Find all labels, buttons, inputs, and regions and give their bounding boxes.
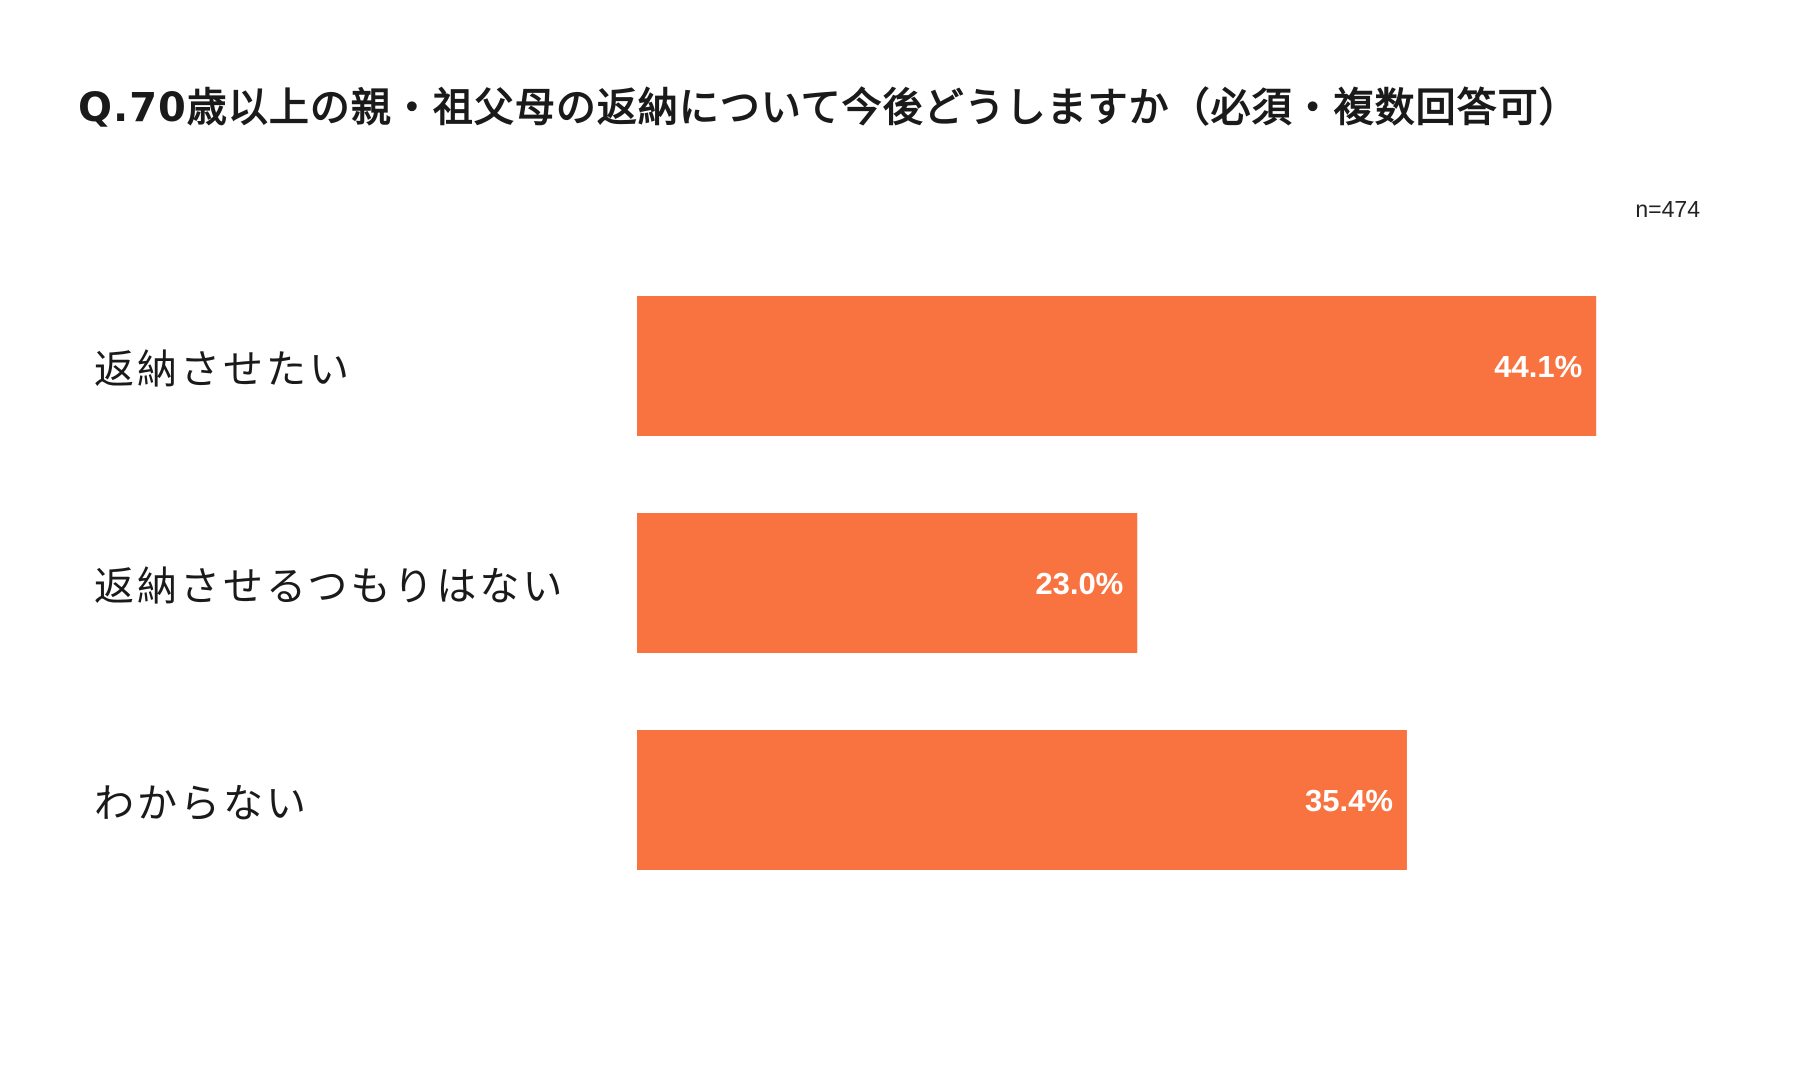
category-label-3: わからない (94, 781, 309, 827)
bar-1 (637, 296, 1597, 436)
bar-value-label-1: 44.1% (1494, 349, 1582, 384)
bar-value-label-3: 35.4% (1305, 783, 1393, 818)
bar-value-label-2: 23.0% (1035, 566, 1123, 601)
category-label-2: 返納させるつもりはない (94, 564, 566, 610)
bar-3 (637, 730, 1407, 870)
chart-title: Q.70歳以上の親・祖父母の返納について今後どうしますか（必須・複数回答可） (78, 85, 1580, 131)
category-label-1: 返納させたい (94, 347, 352, 393)
sample-size-label: n=474 (1635, 196, 1700, 222)
bar-2 (637, 513, 1138, 653)
